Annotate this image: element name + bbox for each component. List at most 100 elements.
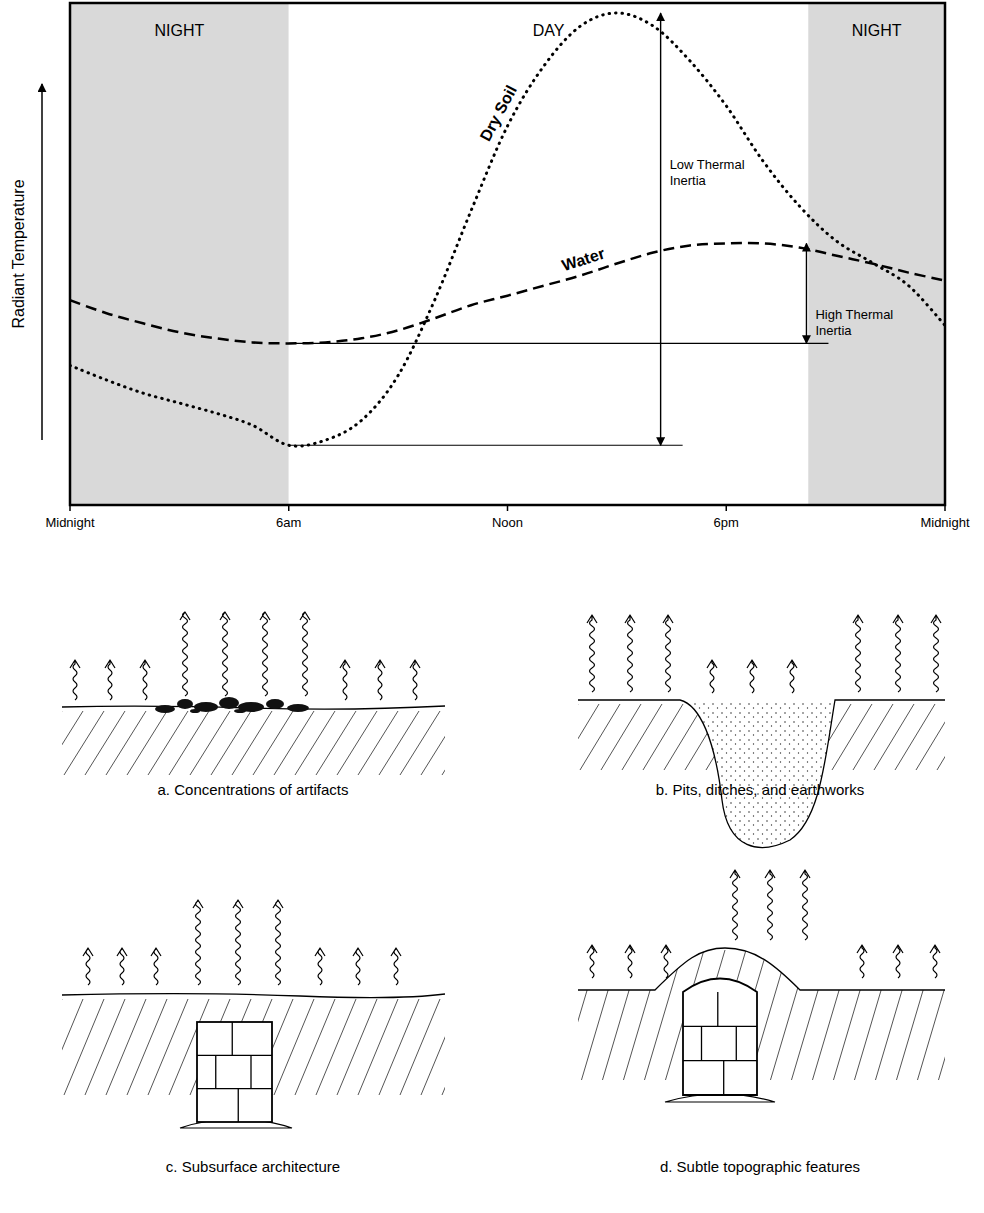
hatch-line (538, 704, 578, 770)
time-band (70, 3, 289, 505)
sketch-panel: b. Pits, ditches, and earthworks (538, 615, 984, 847)
artifact (190, 709, 200, 713)
chart: NIGHTDAYNIGHTMidnight6amNoon6pmMidnightR… (10, 3, 970, 530)
hatch-line (64, 999, 104, 1095)
emission-arrow (707, 660, 717, 693)
wall (683, 979, 757, 1096)
emission-arrow (787, 660, 797, 693)
hatch-line (916, 950, 956, 1085)
emission-arrow (220, 612, 230, 696)
pit-ground (680, 700, 835, 847)
baseline (289, 343, 829, 344)
range-label-line: Inertia (670, 173, 707, 188)
emission-arrow (930, 945, 940, 978)
emission-arrow (300, 612, 310, 696)
hatch-line (484, 999, 524, 1095)
hatch-line (148, 999, 188, 1095)
hatch-line (379, 999, 419, 1095)
emission-arrow (587, 615, 597, 692)
hatch-line (274, 999, 314, 1095)
artifact (266, 699, 284, 709)
hatch-line (937, 704, 977, 770)
panel-caption: d. Subtle topographic features (660, 1158, 860, 1175)
brick-line (238, 1089, 239, 1122)
panel-caption: b. Pits, ditches, and earthworks (656, 781, 864, 798)
emission-arrow (730, 870, 740, 940)
hatch-line (337, 711, 377, 775)
hatch-line (874, 950, 914, 1085)
figure: NIGHTDAYNIGHTMidnight6amNoon6pmMidnightR… (0, 0, 984, 1213)
plot-frame (70, 3, 945, 505)
series-label: Water (560, 245, 607, 275)
brick-line (701, 1026, 702, 1060)
hatch-line (358, 999, 398, 1095)
emission-arrow (893, 945, 903, 978)
emission-arrow (353, 948, 363, 985)
hatching (22, 999, 524, 1095)
hatching (538, 950, 984, 1085)
brick-line (197, 1055, 272, 1056)
hatch-line (832, 950, 872, 1085)
hatch-line (421, 999, 461, 1095)
emission-arrow (661, 945, 671, 978)
hatch-line (190, 711, 230, 775)
hatch-line (22, 999, 62, 1095)
emission-arrow (151, 948, 161, 985)
emission-arrow (340, 660, 350, 700)
hatch-line (148, 711, 188, 775)
panel-caption: c. Subsurface architecture (166, 1158, 340, 1175)
hatch-line (979, 950, 984, 1085)
band-label: NIGHT (852, 22, 902, 39)
brick-line (232, 1022, 233, 1055)
hatch-line (484, 711, 524, 775)
series-label: Dry Soil (477, 83, 520, 144)
emission-arrow (140, 660, 150, 700)
hatch-line (601, 950, 641, 1085)
hatch-line (211, 711, 251, 775)
hatch-line (400, 711, 440, 775)
artifact (177, 699, 193, 709)
hatch-line (253, 711, 293, 775)
x-tick-label: 6pm (714, 515, 739, 530)
hatch-line (832, 704, 872, 770)
hatch-line (337, 999, 377, 1095)
emission-arrow (70, 660, 80, 700)
brick-line (723, 1061, 724, 1095)
range-label: Low ThermalInertia (670, 157, 745, 188)
emission-arrow (105, 660, 115, 700)
range-label-line: Low Thermal (670, 157, 745, 172)
time-band (289, 3, 809, 505)
hatch-line (874, 704, 914, 770)
emission-arrow (180, 612, 190, 696)
emission-arrow (83, 948, 93, 985)
hatch-line (400, 999, 440, 1095)
hatch-line (43, 999, 83, 1095)
hatch-line (811, 950, 851, 1085)
emission-arrow (857, 945, 867, 978)
time-band (808, 3, 945, 505)
hatch-line (295, 711, 335, 775)
pit-outline (578, 700, 945, 847)
y-axis-title: Radiant Temperature (10, 179, 27, 328)
brick-line (250, 1055, 251, 1088)
hatch-line (853, 950, 893, 1085)
hatch-line (643, 704, 683, 770)
sketch-panel: d. Subtle topographic features (538, 870, 984, 1175)
hatch-line (463, 999, 503, 1095)
brick-line (683, 1060, 757, 1061)
hatch-line (916, 704, 956, 770)
emission-arrow (893, 615, 903, 692)
hatch-line (85, 999, 125, 1095)
hatch-line (622, 704, 662, 770)
hatching (22, 711, 524, 775)
x-tick-label: 6am (276, 515, 301, 530)
hatch-line (538, 950, 578, 1085)
artifact (287, 704, 309, 712)
artifact (234, 709, 246, 713)
curves (70, 13, 945, 446)
hatch-line (85, 711, 125, 775)
hatch-line (979, 704, 984, 770)
ground-line (62, 994, 445, 998)
hatch-line (937, 950, 977, 1085)
ground-line (578, 948, 945, 990)
